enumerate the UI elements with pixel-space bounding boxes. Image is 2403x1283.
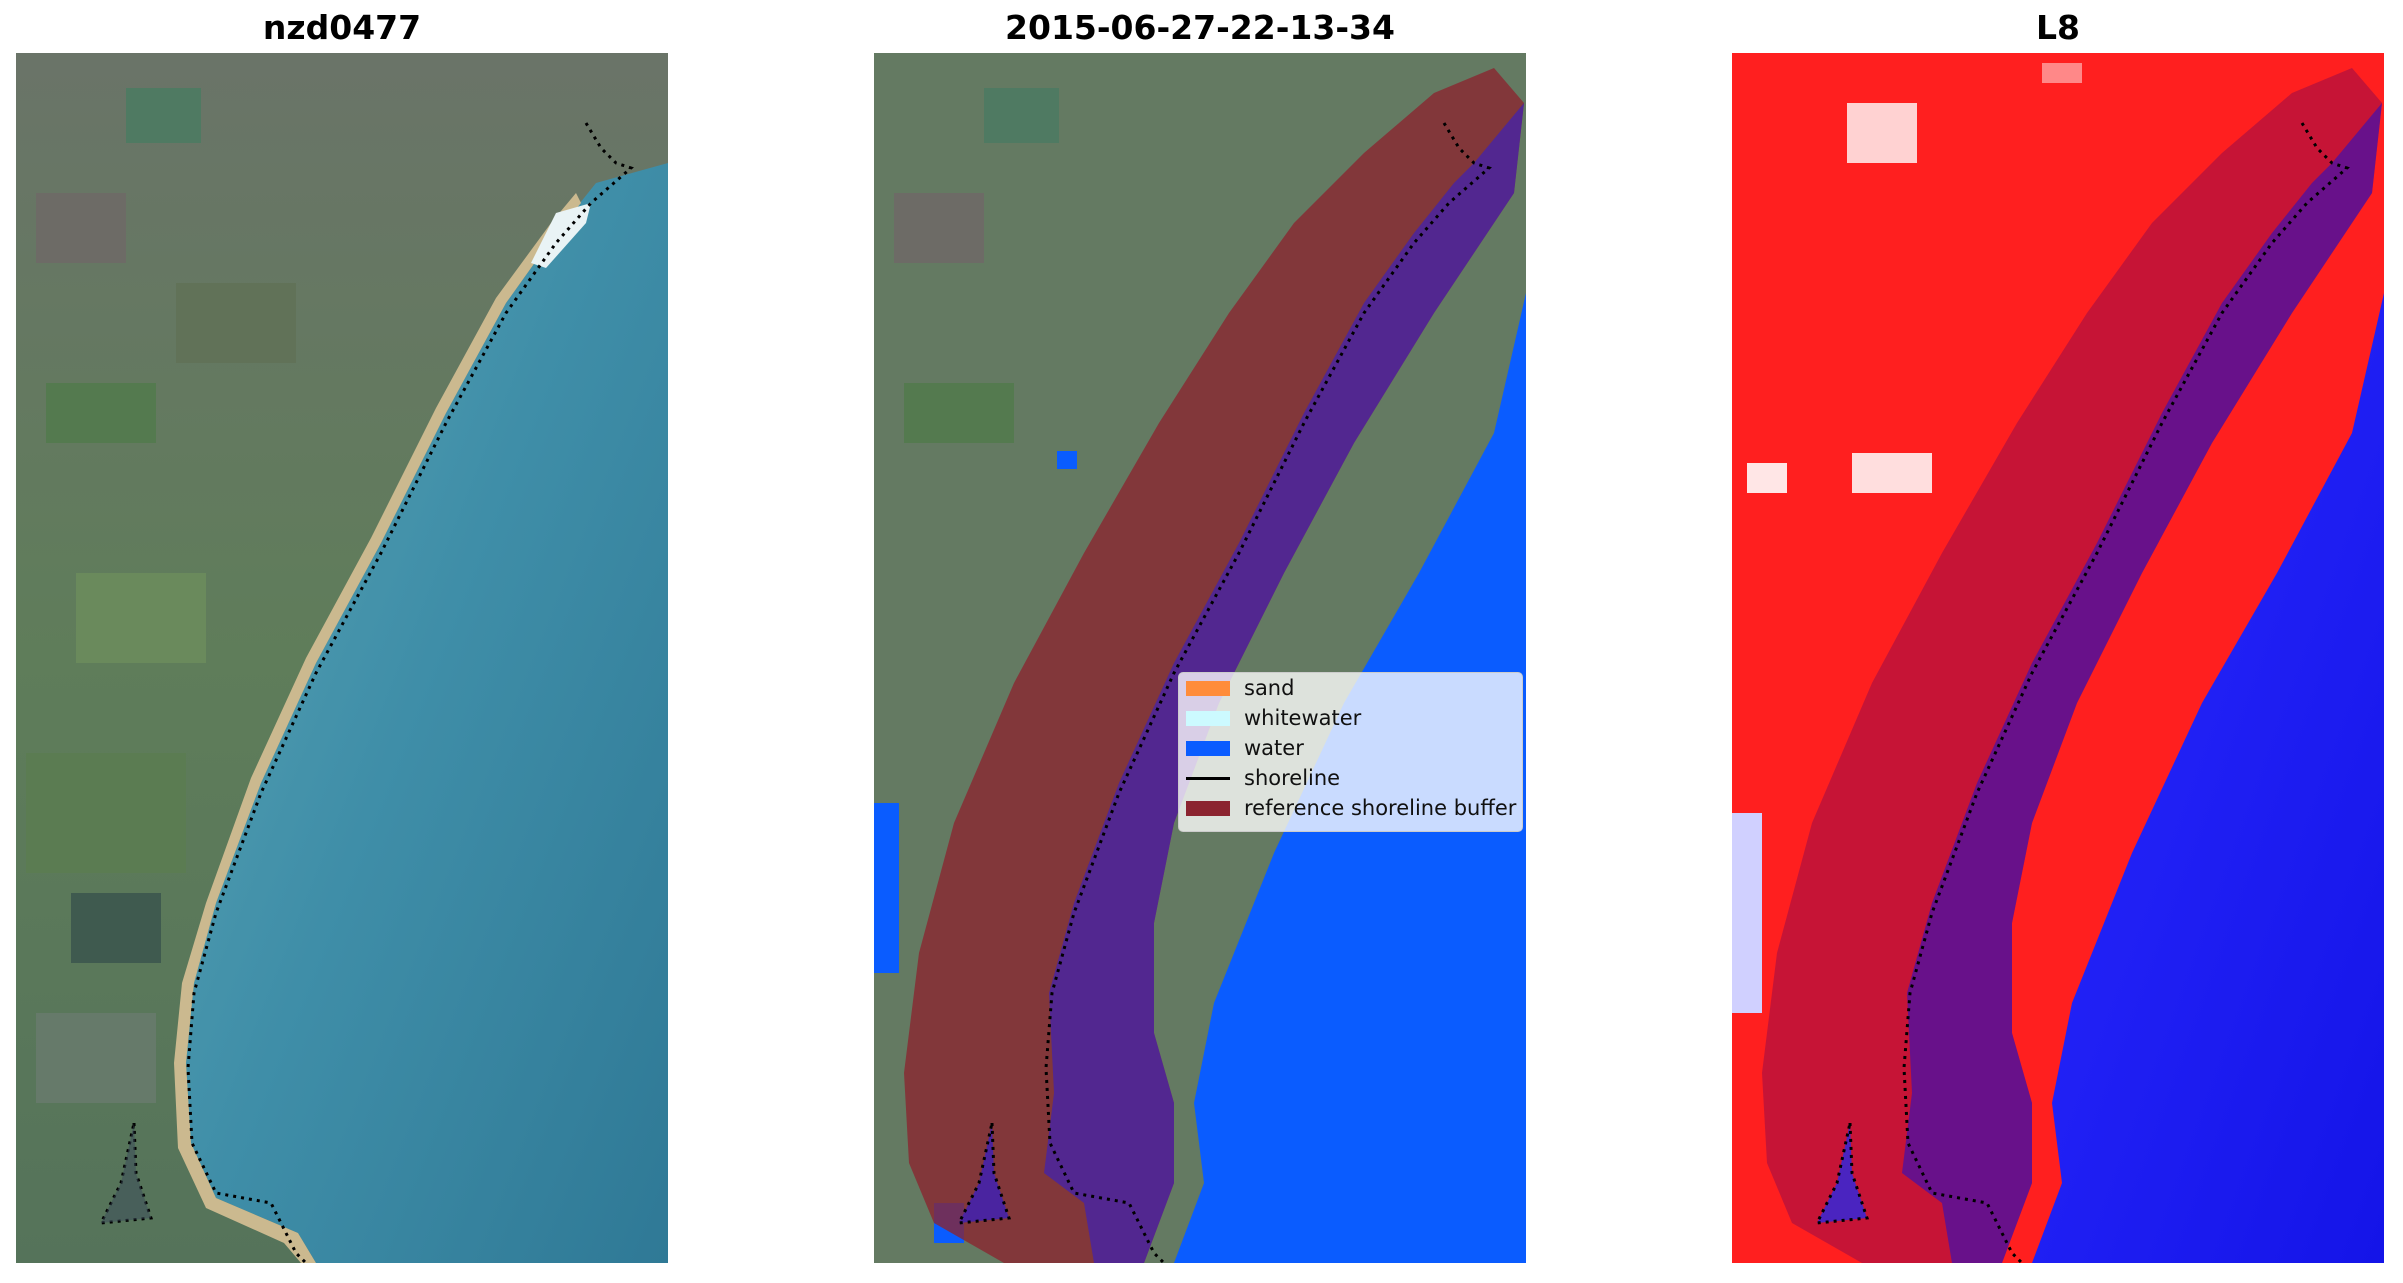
rgb-image-panel	[16, 53, 668, 1263]
classified-image	[874, 53, 1526, 1263]
legend-swatch-buffer	[1186, 801, 1230, 816]
legend-item-whitewater: whitewater	[1179, 703, 1522, 733]
index-image	[1732, 53, 2384, 1263]
classified-panel	[874, 53, 1526, 1263]
legend-item-buffer: reference shoreline buffer	[1179, 793, 1522, 823]
index-panel	[1732, 53, 2384, 1263]
shoreline-line	[186, 122, 634, 1263]
panel-title-index: L8	[2036, 8, 2080, 47]
legend-item-shoreline: shoreline	[1179, 763, 1522, 793]
legend-label-sand: sand	[1244, 676, 1295, 700]
panel-title-classified: 2015-06-27-22-13-34	[1005, 8, 1395, 47]
legend-label-water: water	[1244, 736, 1304, 760]
legend-label-buffer: reference shoreline buffer	[1244, 796, 1517, 820]
legend-label-shoreline: shoreline	[1244, 766, 1341, 790]
legend-swatch-sand	[1186, 681, 1230, 696]
legend-item-water: water	[1179, 733, 1522, 763]
legend: sand whitewater water shoreline referenc…	[1178, 672, 1523, 832]
rgb-satellite-image	[16, 53, 668, 1263]
legend-label-whitewater: whitewater	[1244, 706, 1362, 730]
legend-swatch-water	[1186, 741, 1230, 756]
legend-swatch-whitewater	[1186, 711, 1230, 726]
legend-line-shoreline	[1186, 777, 1230, 780]
panel-title-image: nzd0477	[262, 8, 422, 47]
legend-item-sand: sand	[1179, 673, 1522, 703]
